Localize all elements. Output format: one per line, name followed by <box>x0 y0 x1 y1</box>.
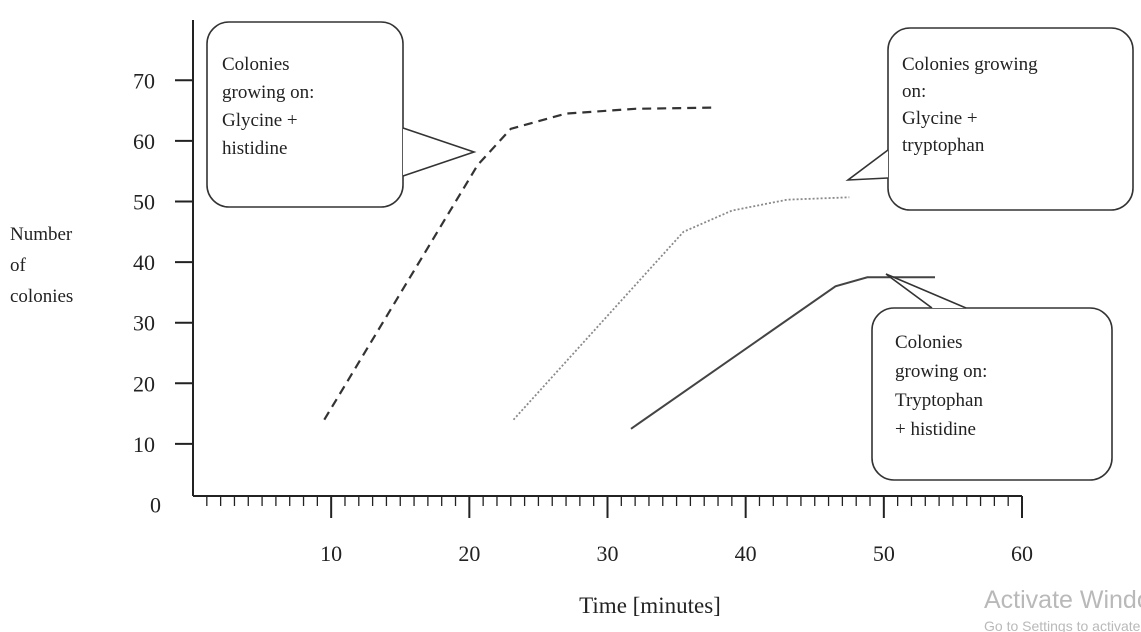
callout-text: Colonies growing on: Tryptophan + histidine <box>895 332 987 440</box>
callout-box <box>206 21 404 208</box>
callout: Colonies growing on: Glycine + histidine <box>206 21 477 208</box>
callout-text-line: growing on: <box>222 82 314 103</box>
x-tick-label: 10 <box>320 541 342 566</box>
callout-text-line: histidine <box>222 138 287 159</box>
y-tick-label: 40 <box>133 250 155 275</box>
y-tick-label: 20 <box>133 371 155 396</box>
callout-text: Colonies growing on: Glycine + histidine <box>222 54 314 159</box>
callout-tail <box>885 273 967 309</box>
y-tick-label: 60 <box>133 129 155 154</box>
callout-text-line: growing on: <box>895 361 987 382</box>
y-axis-title: Number of colonies <box>10 224 77 307</box>
watermark-title: Activate Windows <box>984 586 1141 614</box>
tick-marks: 0 10 20 30 40 50 60 70 10 20 30 40 50 60 <box>133 68 1033 566</box>
callout-box <box>871 307 1113 481</box>
y-axis-title-line: of <box>10 255 27 276</box>
callouts: Colonies growing on: Glycine + histidineCol… <box>206 21 1134 481</box>
callout-text-line: Colonies <box>222 54 290 75</box>
callout-text-line: Glycine + <box>222 110 298 131</box>
callout-text-line: tryptophan <box>902 135 985 156</box>
x-tick-label: 30 <box>597 541 619 566</box>
callout-text-line: + histidine <box>895 419 976 440</box>
series-line <box>630 276 935 430</box>
y-tick-label: 0 <box>150 493 161 518</box>
y-tick-label: 70 <box>133 68 155 93</box>
callout-text: Colonies growing on: Glycine + tryptophan <box>902 54 1038 156</box>
callout-tail <box>845 149 889 181</box>
callout-tail <box>402 127 477 177</box>
callout-text-line: Colonies growing <box>902 54 1038 75</box>
callout-tail-fill <box>403 128 474 176</box>
callout-box <box>887 27 1134 211</box>
callout-text-line: Tryptophan <box>895 390 983 411</box>
y-axis-title-line: Number <box>10 224 73 245</box>
y-tick-label: 30 <box>133 311 155 336</box>
x-tick-label: 50 <box>873 541 895 566</box>
series-line <box>512 196 850 421</box>
y-tick-label: 50 <box>133 190 155 215</box>
x-tick-label: 60 <box>1011 541 1033 566</box>
x-tick-label: 40 <box>735 541 757 566</box>
callout-text-line: Colonies <box>895 332 963 353</box>
watermark-subtitle: Go to Settings to activate Windows. <box>984 618 1141 632</box>
x-axis-title: Time [minutes] <box>579 593 721 618</box>
callout-text-line: Glycine + <box>902 108 978 129</box>
x-tick-label: 20 <box>458 541 480 566</box>
series-line <box>323 106 714 421</box>
callout: Colonies growing on: Glycine + tryptophan <box>845 27 1134 211</box>
y-tick-label: 10 <box>133 432 155 457</box>
callout-text-line: on: <box>902 81 926 102</box>
series-lines <box>323 106 935 430</box>
callout: Colonies growing on: Tryptophan + histidine <box>871 273 1113 481</box>
y-axis-title-line: colonies <box>10 286 73 307</box>
